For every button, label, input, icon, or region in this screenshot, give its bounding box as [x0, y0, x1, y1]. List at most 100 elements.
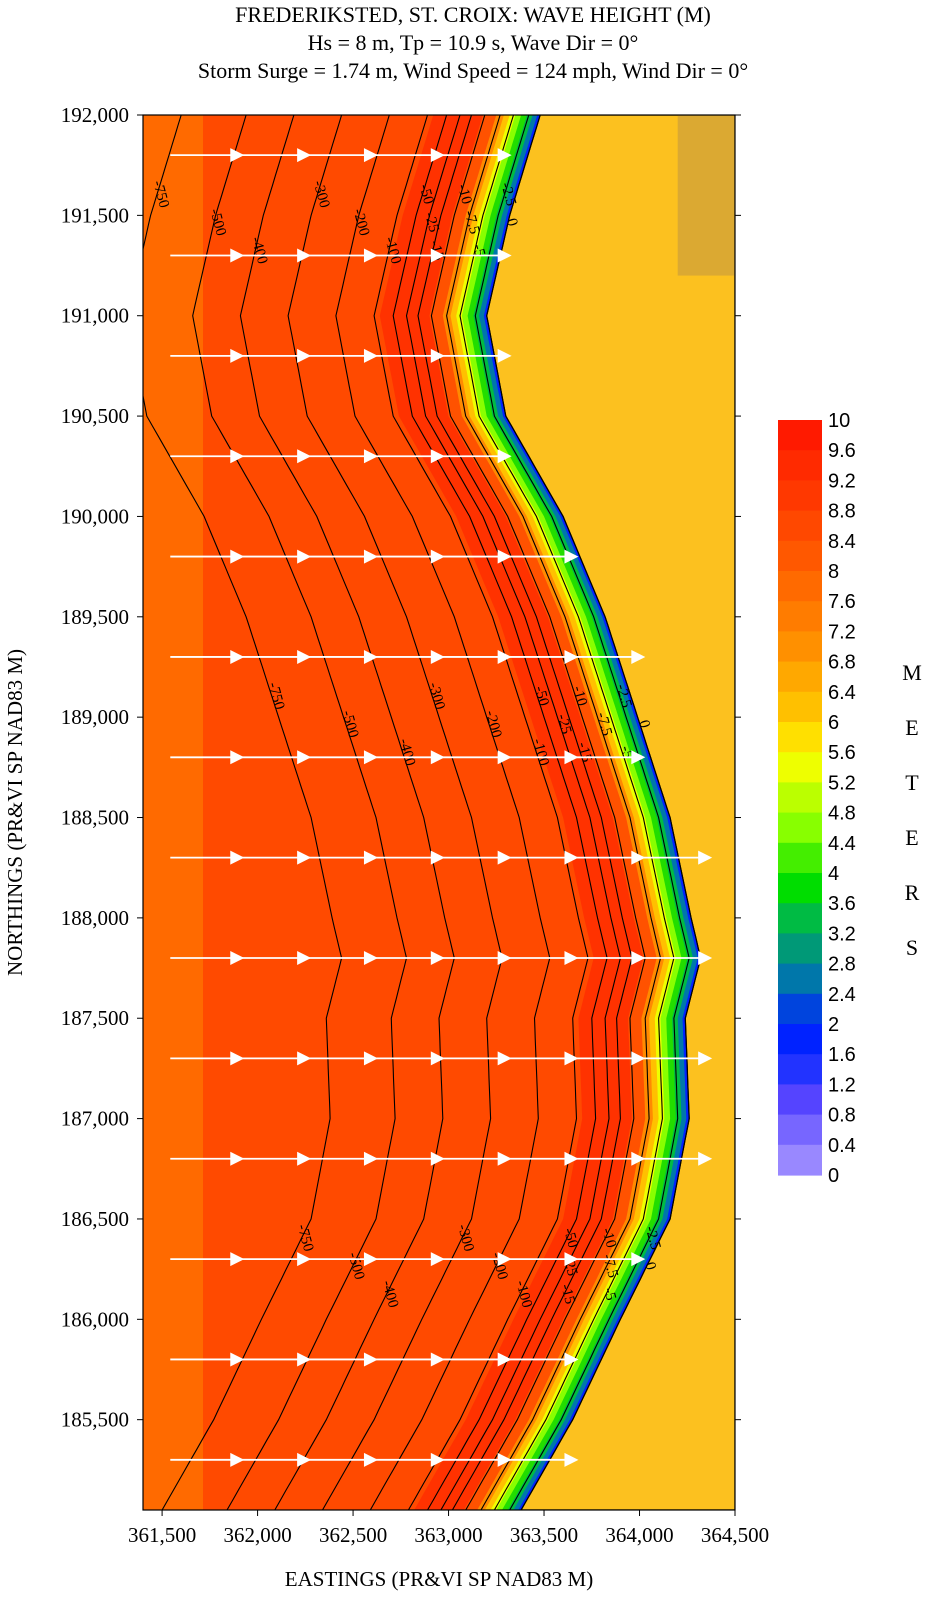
depth-contour-line	[417, 115, 633, 1510]
wave-vector-arrowhead	[631, 649, 646, 664]
colorbar-unit-letter: M	[902, 660, 922, 685]
chart-title-line-3: Storm Surge = 1.74 m, Wind Speed = 124 m…	[197, 58, 749, 83]
colorbar-swatch	[778, 661, 822, 693]
colorbar-swatch	[778, 1114, 822, 1146]
colorbar-level-label: 8.4	[828, 531, 856, 553]
contour-label: -2.5	[642, 1224, 664, 1251]
contour-label: -10	[598, 1226, 619, 1249]
colorbar-swatch	[778, 420, 822, 451]
wave-vector-arrowhead	[631, 750, 646, 765]
colorbar-swatch	[778, 782, 822, 814]
colorbar-level-label: 2.4	[828, 984, 856, 1006]
depth-contour-line	[373, 115, 589, 1510]
colorbar: 10 9.6 9.2 8.8 8.4 8 7.6 7.2 6.8 6.4 6 5.6 5.2 4.8 4.4…	[778, 410, 922, 1187]
colorbar-level-label: 2	[828, 1014, 839, 1036]
contour-label: -400	[248, 235, 271, 266]
y-tick-label: 191,500	[61, 203, 129, 227]
colorbar-swatch	[778, 1024, 822, 1055]
contour-label: -750	[294, 1223, 317, 1254]
colorbar-swatch	[778, 993, 822, 1025]
colorbar-swatch	[778, 812, 822, 844]
wave-vector-arrowhead	[631, 1252, 646, 1267]
y-tick-label: 186,000	[61, 1307, 129, 1331]
contour-label: -50	[416, 183, 437, 206]
contour-label: -200	[482, 709, 505, 740]
contour-label: -50	[531, 684, 552, 707]
colorbar-level-label: 9.2	[828, 470, 856, 492]
contour-label: -5	[469, 242, 488, 258]
contour-label: -300	[425, 681, 448, 712]
y-tick-label: 187,500	[61, 1006, 129, 1030]
wave-vector-arrowhead	[564, 1452, 579, 1467]
colorbar-unit-letter: R	[905, 880, 920, 905]
colorbar-level-label: 9.6	[828, 440, 856, 462]
colorbar-level-label: 4.4	[828, 833, 856, 855]
colorbar-swatch	[778, 1054, 822, 1085]
depth-contour-line	[192, 115, 408, 1510]
wave-vector-arrowhead	[698, 850, 713, 865]
contour-label: -400	[379, 1279, 402, 1310]
colorbar-swatch	[778, 571, 822, 602]
y-tick-label: 185,500	[61, 1408, 129, 1432]
colorbar-level-label: 3.6	[828, 893, 856, 915]
colorbar-swatch	[778, 510, 822, 542]
chart-title-line-1: FREDERIKSTED, ST. CROIX: WAVE HEIGHT (M)	[235, 2, 711, 27]
contour-label: 0	[635, 718, 652, 729]
depth-contour-line	[459, 115, 675, 1510]
contour-label: -100	[381, 235, 404, 266]
contour-label: -400	[395, 737, 418, 768]
colorbar-level-label: 8.8	[828, 501, 856, 523]
y-tick-label: 187,000	[61, 1107, 129, 1131]
x-tick-label: 362,500	[319, 1523, 387, 1547]
contour-label: -10	[569, 684, 590, 707]
x-axis-title: EASTINGS (PR&VI SP NAD83 M)	[285, 1567, 593, 1591]
wave-vector-arrowhead	[698, 1151, 713, 1166]
colorbar-level-label: 6	[828, 712, 839, 734]
depth-contour-line	[474, 115, 690, 1510]
colorbar-level-label: 4.8	[828, 803, 856, 825]
contour-label: 0	[641, 1260, 658, 1271]
colorbar-level-label: 3.2	[828, 923, 856, 945]
contour-label: -300	[454, 1223, 477, 1254]
contour-label: -7.5	[461, 209, 483, 236]
depth-contour-line	[446, 115, 662, 1510]
wave-vector-arrowhead	[497, 348, 512, 363]
colorbar-swatch	[778, 540, 822, 572]
x-tick-label: 362,000	[223, 1523, 291, 1547]
y-tick-label: 188,500	[61, 806, 129, 830]
colorbar-swatch	[778, 1084, 822, 1116]
x-tick-label: 364,000	[605, 1523, 673, 1547]
colorbar-level-label: 2.8	[828, 954, 856, 976]
contour-label: -7.5	[593, 711, 615, 738]
contour-label: -15	[557, 1282, 578, 1305]
depth-contour-line	[430, 115, 646, 1510]
depth-contour-line	[143, 115, 343, 1510]
colorbar-swatch	[778, 631, 822, 663]
colorbar-unit-letter: E	[905, 825, 918, 850]
depth-contour-line	[405, 115, 621, 1510]
wave-vector-arrowhead	[698, 951, 713, 966]
contour-label: -300	[310, 179, 333, 210]
colorbar-level-label: 6.4	[828, 682, 856, 704]
colorbar-swatch	[778, 873, 822, 904]
colorbar-swatch	[778, 450, 822, 481]
colorbar-level-label: 1.2	[828, 1074, 856, 1096]
colorbar-swatch	[778, 842, 822, 874]
colorbar-level-label: 8	[828, 561, 839, 583]
colorbar-level-label: 7.6	[828, 591, 856, 613]
colorbar-swatch	[778, 691, 822, 723]
colorbar-swatch	[778, 480, 822, 512]
x-tick-label: 364,500	[701, 1523, 769, 1547]
y-tick-label: 189,500	[61, 605, 129, 629]
contour-label: -10	[454, 183, 475, 206]
wave-vector-arrowhead	[497, 148, 512, 163]
colorbar-level-label: 5.6	[828, 742, 856, 764]
colorbar-unit-letter: T	[905, 770, 919, 795]
contour-label: -200	[350, 207, 373, 238]
colorbar-swatch	[778, 933, 822, 965]
x-tick-label: 363,500	[510, 1523, 578, 1547]
y-tick-label: 190,000	[61, 504, 129, 528]
plot-frame	[142, 114, 736, 1511]
colorbar-level-label: 5.2	[828, 772, 856, 794]
